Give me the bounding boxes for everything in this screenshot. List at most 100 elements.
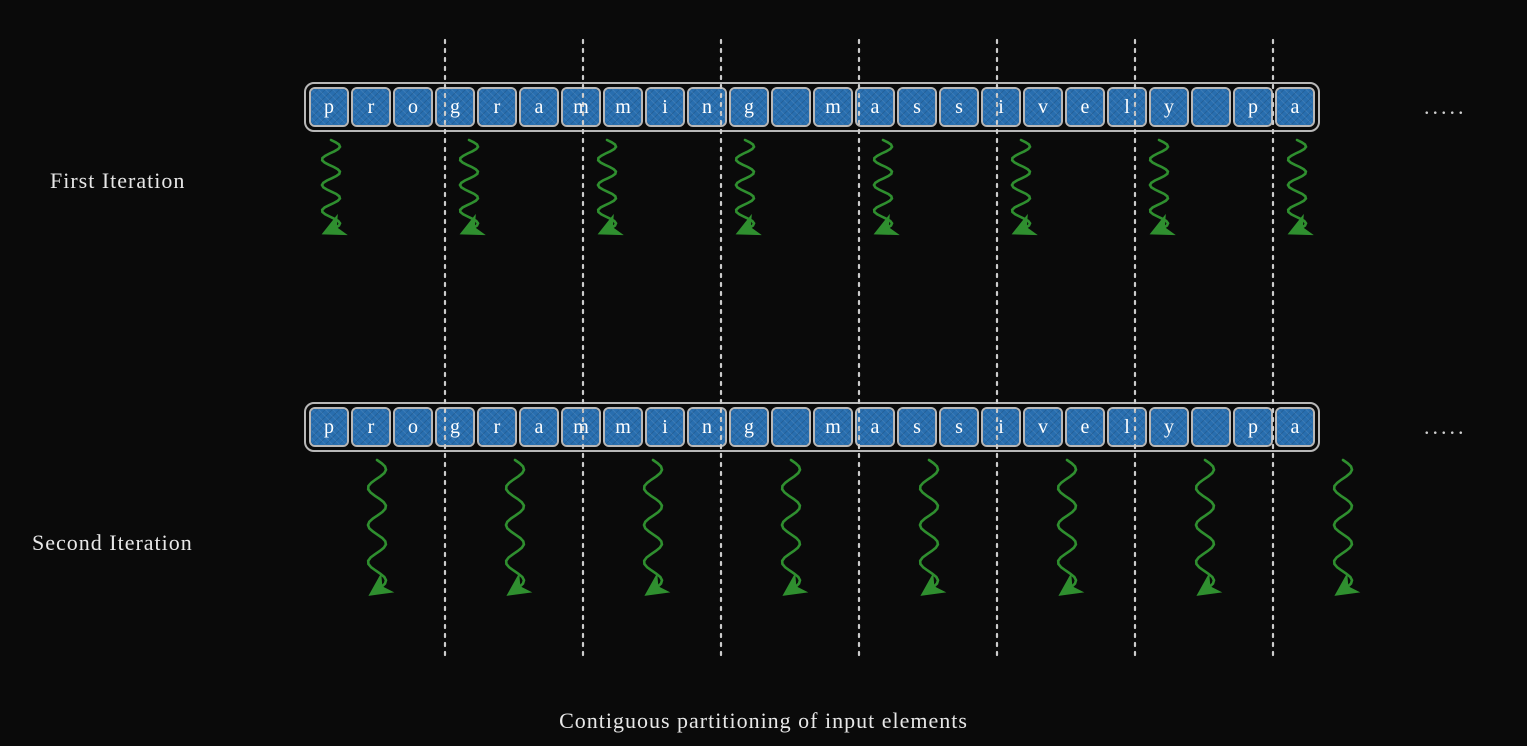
cell-char: p bbox=[1248, 96, 1258, 119]
cell-char: l bbox=[1124, 96, 1130, 119]
cell-char: v bbox=[1038, 96, 1048, 119]
array-cell: r bbox=[351, 407, 391, 447]
array-cell: i bbox=[645, 407, 685, 447]
array-cell: e bbox=[1065, 87, 1105, 127]
cell-char: m bbox=[573, 416, 589, 439]
cell-char: e bbox=[1081, 96, 1090, 119]
array-cell: m bbox=[603, 407, 643, 447]
thread-arrow bbox=[736, 140, 754, 230]
array-cell: m bbox=[561, 87, 601, 127]
cell-char: g bbox=[450, 416, 460, 439]
array-cell bbox=[1191, 407, 1231, 447]
cell-char: s bbox=[955, 96, 963, 119]
cell-char: s bbox=[913, 416, 921, 439]
array-cell: p bbox=[1233, 407, 1273, 447]
array-cell: n bbox=[687, 87, 727, 127]
cell-char: o bbox=[408, 96, 418, 119]
array-cell: o bbox=[393, 407, 433, 447]
second-iteration-label: Second Iteration bbox=[32, 530, 193, 556]
thread-arrow bbox=[1334, 460, 1352, 590]
cell-char: s bbox=[913, 96, 921, 119]
thread-arrow bbox=[782, 460, 800, 590]
array-cell: m bbox=[813, 407, 853, 447]
array-cell: l bbox=[1107, 407, 1147, 447]
cell-char: a bbox=[871, 96, 880, 119]
cell-char: y bbox=[1164, 416, 1174, 439]
diagram-stage: First Iteration Second Iteration Contigu… bbox=[0, 0, 1527, 746]
array-cell: r bbox=[477, 87, 517, 127]
thread-arrow bbox=[1196, 460, 1214, 590]
array-cell: e bbox=[1065, 407, 1105, 447]
cell-char: n bbox=[702, 416, 712, 439]
cell-char: r bbox=[494, 96, 501, 119]
cell-char: m bbox=[615, 416, 631, 439]
array-cell: i bbox=[981, 407, 1021, 447]
array-cell: g bbox=[729, 87, 769, 127]
label-text: First Iteration bbox=[50, 168, 185, 193]
cell-char: i bbox=[998, 96, 1004, 119]
array-cell: g bbox=[729, 407, 769, 447]
array-cell: a bbox=[1275, 87, 1315, 127]
array-cell: a bbox=[519, 87, 559, 127]
array-row-1: programming massively pa bbox=[304, 82, 1320, 132]
array-cell: g bbox=[435, 407, 475, 447]
ellipsis-text: ..... bbox=[1424, 414, 1467, 439]
thread-arrow bbox=[1150, 140, 1168, 230]
cell-char: v bbox=[1038, 416, 1048, 439]
thread-arrow bbox=[1288, 140, 1306, 230]
cell-char: m bbox=[825, 96, 841, 119]
array-cell: m bbox=[603, 87, 643, 127]
thread-arrow bbox=[460, 140, 478, 230]
array-cell: a bbox=[1275, 407, 1315, 447]
array-cell: i bbox=[645, 87, 685, 127]
cell-char: o bbox=[408, 416, 418, 439]
array-cell: m bbox=[813, 87, 853, 127]
thread-arrow bbox=[920, 460, 938, 590]
array-cell: r bbox=[351, 87, 391, 127]
first-iteration-label: First Iteration bbox=[50, 168, 185, 194]
cell-char: m bbox=[825, 416, 841, 439]
array-cell: n bbox=[687, 407, 727, 447]
caption-label: Contiguous partitioning of input element… bbox=[559, 708, 968, 734]
thread-arrow bbox=[874, 140, 892, 230]
array-row-2: programming massively pa bbox=[304, 402, 1320, 452]
thread-arrow bbox=[598, 140, 616, 230]
thread-arrow bbox=[322, 140, 340, 230]
thread-arrow bbox=[644, 460, 662, 590]
array-cell: p bbox=[309, 407, 349, 447]
cell-char: a bbox=[535, 96, 544, 119]
array-cell: s bbox=[939, 407, 979, 447]
array-cell: g bbox=[435, 87, 475, 127]
cell-char: m bbox=[573, 96, 589, 119]
cell-char: p bbox=[324, 96, 334, 119]
label-text: Second Iteration bbox=[32, 530, 193, 555]
cell-char: i bbox=[998, 416, 1004, 439]
cell-char: i bbox=[662, 96, 668, 119]
array-cell: p bbox=[309, 87, 349, 127]
array-cell: s bbox=[897, 407, 937, 447]
array-cell bbox=[771, 87, 811, 127]
cell-char: g bbox=[450, 96, 460, 119]
array-cell: v bbox=[1023, 87, 1063, 127]
array-cell: r bbox=[477, 407, 517, 447]
cell-char: r bbox=[368, 96, 375, 119]
array-cell: a bbox=[855, 407, 895, 447]
array-cell: y bbox=[1149, 87, 1189, 127]
cell-char: e bbox=[1081, 416, 1090, 439]
array-cell bbox=[1191, 87, 1231, 127]
array-cell: v bbox=[1023, 407, 1063, 447]
thread-arrow bbox=[1058, 460, 1076, 590]
cell-char: a bbox=[1291, 96, 1300, 119]
thread-arrow bbox=[368, 460, 386, 590]
cell-char: m bbox=[615, 96, 631, 119]
array-cell: a bbox=[855, 87, 895, 127]
array-cell: l bbox=[1107, 87, 1147, 127]
cell-char: n bbox=[702, 96, 712, 119]
cell-char: r bbox=[368, 416, 375, 439]
array-cell: s bbox=[939, 87, 979, 127]
cell-char: y bbox=[1164, 96, 1174, 119]
cell-char: g bbox=[744, 96, 754, 119]
cell-char: p bbox=[324, 416, 334, 439]
thread-arrow bbox=[506, 460, 524, 590]
array-cell: y bbox=[1149, 407, 1189, 447]
